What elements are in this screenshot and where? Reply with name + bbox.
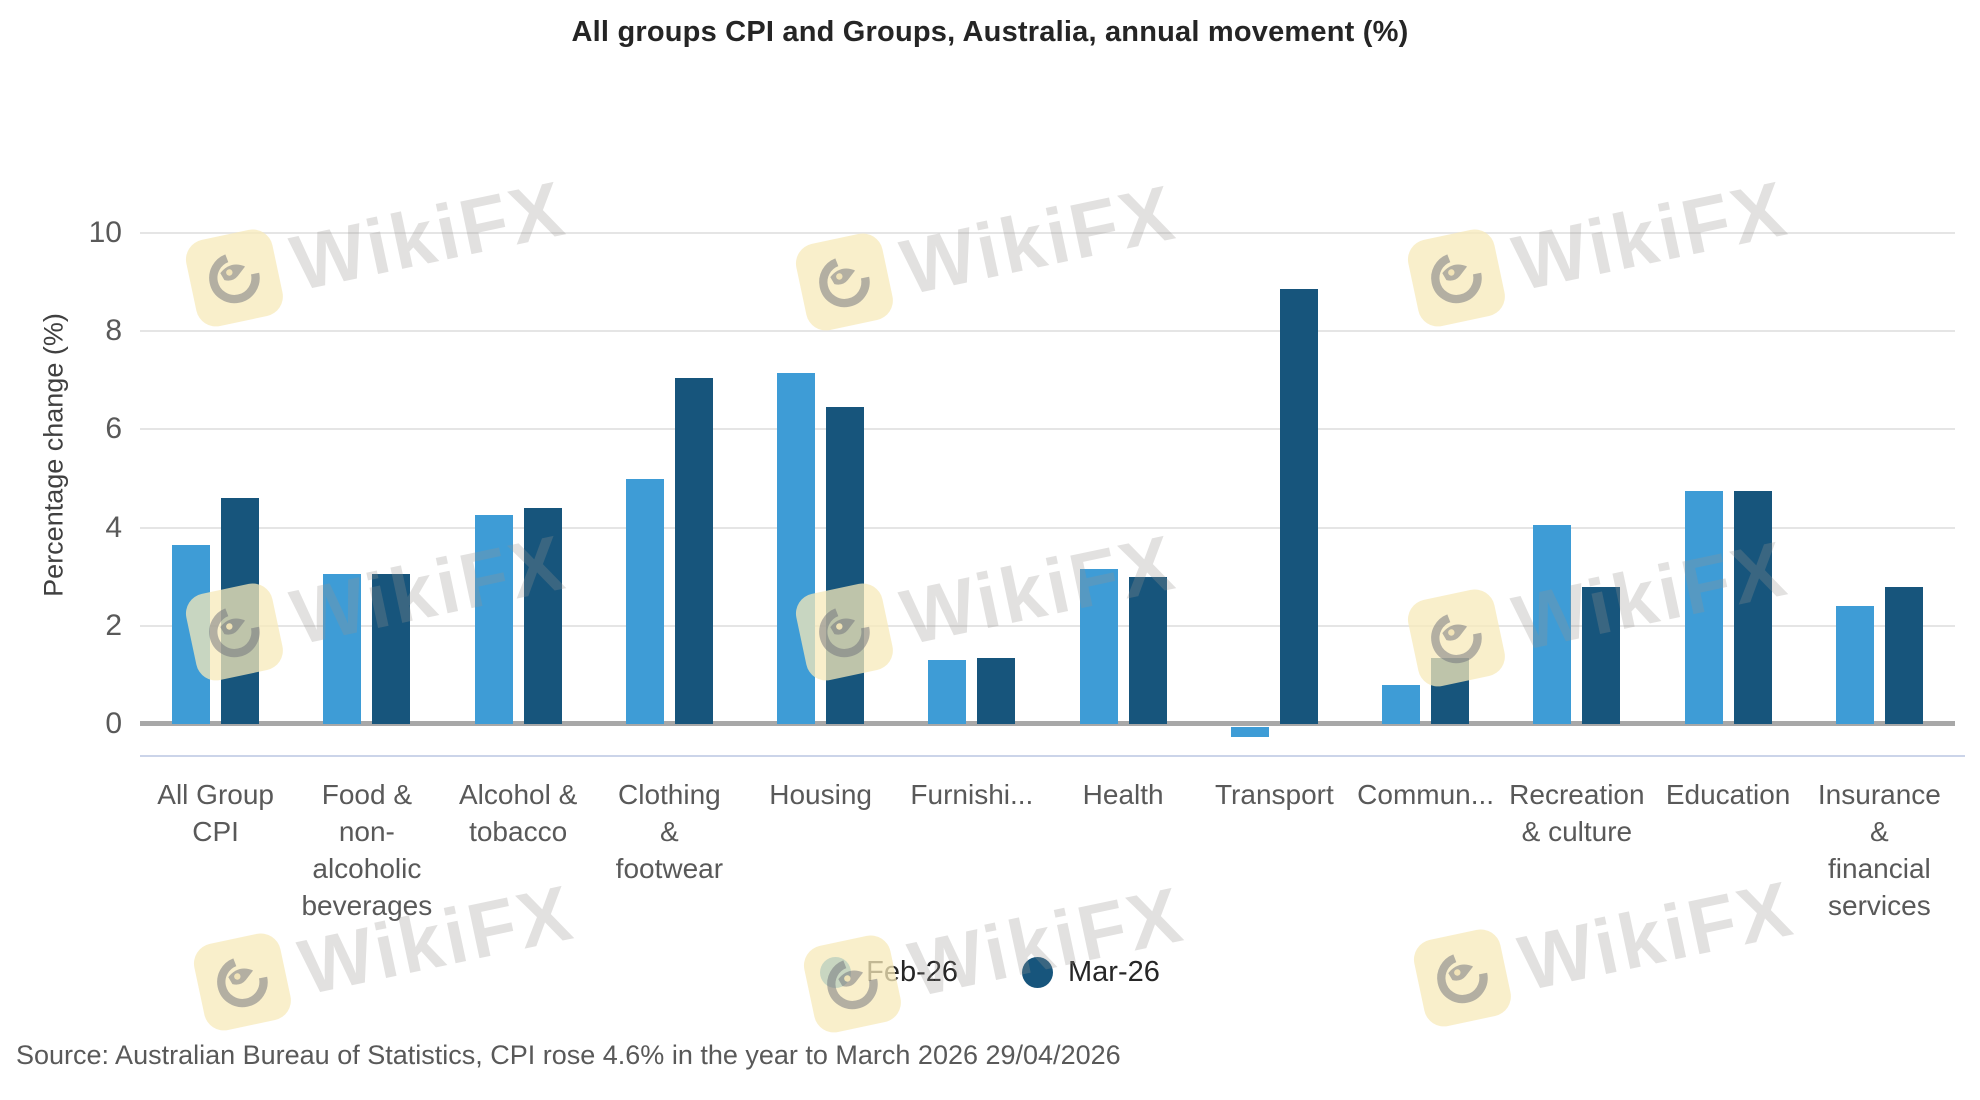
x-label-transport: Transport bbox=[1214, 779, 1334, 810]
bar-group-education bbox=[1653, 233, 1804, 724]
legend-label-mar-26: Mar-26 bbox=[1068, 956, 1160, 988]
bar-feb-26-education bbox=[1684, 490, 1723, 724]
bar-mar-26-clothing-footwear bbox=[674, 377, 713, 724]
y-tick-label-6: 6 bbox=[105, 412, 122, 446]
bar-mar-26-alcohol-tobacco bbox=[523, 507, 562, 724]
bar-mar-26-communication bbox=[1431, 657, 1470, 724]
bar-mar-26-health bbox=[1128, 576, 1167, 724]
bar-feb-26-insurance-financial-services bbox=[1835, 606, 1874, 724]
y-tick-label-2: 2 bbox=[105, 608, 122, 642]
bar-group-food-non-alcoholic-beverages bbox=[291, 233, 442, 724]
legend: Feb-26 Mar-26 bbox=[0, 956, 1980, 989]
x-label-furnishings: Furnishi... bbox=[910, 779, 1034, 810]
y-tick-label-10: 10 bbox=[88, 216, 122, 249]
bar-mar-26-insurance-financial-services bbox=[1884, 586, 1923, 724]
bar-mar-26-transport bbox=[1279, 289, 1318, 724]
bar-group-all-group-cpi bbox=[140, 233, 291, 724]
source-note: Source: Australian Bureau of Statistics,… bbox=[16, 1040, 1121, 1070]
bar-feb-26-all-group-cpi bbox=[172, 544, 211, 724]
chart-title: All groups CPI and Groups, Australia, an… bbox=[571, 16, 1409, 48]
gridline-10 bbox=[140, 232, 1955, 234]
axis-underline bbox=[140, 755, 1965, 757]
y-axis-tick-labels: 0 2 4 6 8 10 bbox=[0, 216, 122, 740]
bar-feb-26-clothing-footwear bbox=[625, 478, 664, 724]
bar-feb-26-housing bbox=[777, 372, 816, 724]
bar-group-insurance-financial-services bbox=[1804, 233, 1955, 724]
x-label-all-group-cpi: All Group CPI bbox=[157, 779, 274, 847]
x-label-recreation-culture: Recreation & culture bbox=[1509, 779, 1645, 847]
x-axis-category-labels: All Group CPI Food & non-alcoholic beverages… bbox=[140, 776, 1955, 924]
bar-group-recreation-culture bbox=[1501, 233, 1652, 724]
y-tick-label-4: 4 bbox=[105, 510, 122, 544]
bar-group-transport bbox=[1199, 233, 1350, 737]
plot-area bbox=[140, 232, 1965, 757]
bar-mar-26-furnishings bbox=[977, 657, 1016, 724]
gridline-4 bbox=[140, 526, 1955, 529]
x-label-health: Health bbox=[1082, 779, 1164, 810]
zero-baseline bbox=[140, 721, 1955, 726]
legend-marker-feb-26-icon bbox=[820, 957, 852, 988]
bar-group-furnishings bbox=[896, 233, 1047, 724]
x-label-food-non-alcoholic-beverages: Food & non-alcoholic beverages bbox=[301, 779, 433, 921]
legend-label-feb-26: Feb-26 bbox=[866, 956, 959, 988]
bar-feb-26-transport bbox=[1230, 727, 1269, 737]
legend-marker-mar-26-icon bbox=[1022, 957, 1054, 988]
x-label-education: Education bbox=[1665, 779, 1791, 810]
bar-feb-26-furnishings bbox=[928, 660, 967, 724]
x-label-communication: Commun... bbox=[1357, 779, 1495, 810]
x-label-alcohol-tobacco: Alcohol & tobacco bbox=[458, 779, 578, 847]
x-label-insurance-financial-services: Insurance & financial services bbox=[1817, 779, 1941, 921]
bar-mar-26-food-non-alcoholic-beverages bbox=[372, 574, 411, 724]
legend-item-mar-26: Mar-26 bbox=[1022, 956, 1160, 989]
gridline-8 bbox=[140, 330, 1955, 333]
gridline-2 bbox=[140, 624, 1955, 627]
gridline-6 bbox=[140, 428, 1955, 431]
x-label-clothing-footwear: Clothing & footwear bbox=[615, 779, 724, 884]
y-tick-label-0: 0 bbox=[105, 707, 122, 740]
bar-group-communication bbox=[1350, 233, 1501, 724]
bar-feb-26-alcohol-tobacco bbox=[474, 515, 513, 724]
bar-feb-26-health bbox=[1079, 569, 1118, 724]
bar-mar-26-housing bbox=[826, 407, 865, 724]
bar-group-housing bbox=[745, 233, 896, 724]
bar-mar-26-education bbox=[1733, 490, 1772, 724]
bar-group-alcohol-tobacco bbox=[443, 233, 594, 724]
bar-feb-26-food-non-alcoholic-beverages bbox=[323, 574, 362, 724]
bar-group-health bbox=[1048, 233, 1199, 724]
y-tick-label-8: 8 bbox=[105, 314, 122, 348]
bar-feb-26-recreation-culture bbox=[1533, 525, 1572, 724]
bar-group-clothing-footwear bbox=[594, 233, 745, 724]
bar-mar-26-recreation-culture bbox=[1582, 586, 1621, 724]
bar-mar-26-all-group-cpi bbox=[221, 498, 260, 724]
bar-feb-26-communication bbox=[1382, 684, 1421, 724]
x-label-housing: Housing bbox=[769, 779, 872, 810]
legend-item-feb-26: Feb-26 bbox=[820, 956, 958, 989]
